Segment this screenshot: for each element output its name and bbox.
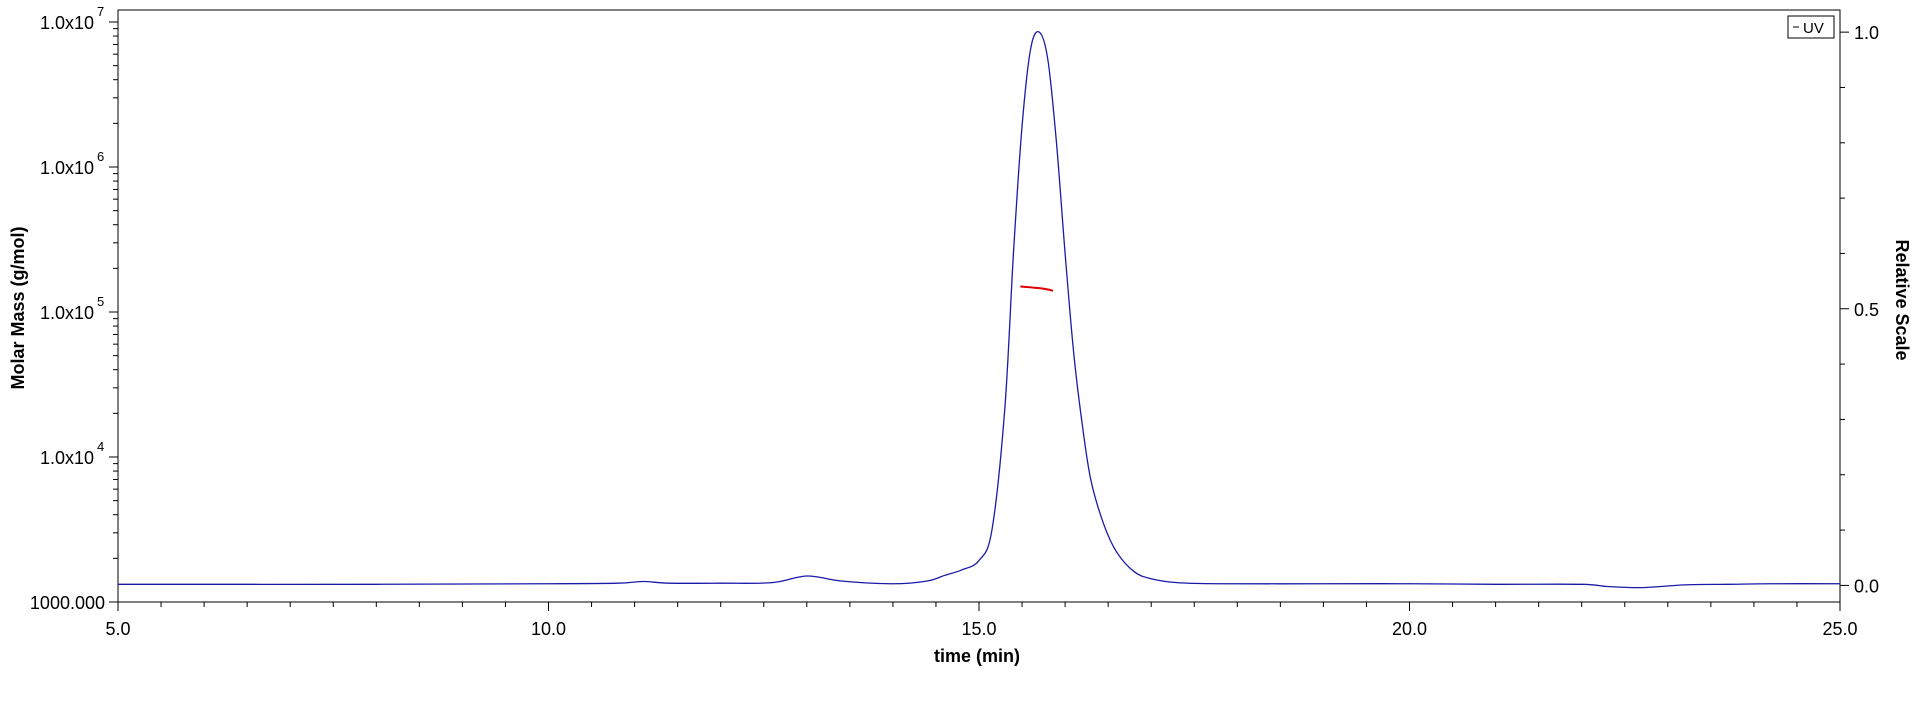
y-left-tick-label: 1000.000: [30, 593, 105, 613]
y-left-tick-exponent: 4: [97, 439, 104, 454]
series-uv-line: [117, 31, 1841, 589]
legend-box: [1787, 15, 1835, 39]
y-right-axis-title: Relative Scale: [1892, 239, 1912, 360]
y-right-tick-label: 0.0: [1854, 576, 1879, 596]
x-tick-label: 25.0: [1822, 619, 1857, 639]
y-left-tick-exponent: 5: [97, 294, 104, 309]
series-molar-mass-line: [1020, 285, 1054, 292]
y-left-tick-label: 1.0x10: [40, 303, 94, 323]
y-left-axis-title: Molar Mass (g/mol): [8, 226, 28, 389]
x-tick-label: 20.0: [1392, 619, 1427, 639]
y-left-tick-exponent: 6: [97, 149, 104, 164]
y-right-tick-label: 1.0: [1854, 23, 1879, 43]
y-left-tick-exponent: 7: [97, 4, 104, 19]
x-axis-title: time (min): [934, 646, 1020, 666]
x-tick-label: 5.0: [105, 619, 130, 639]
x-tick-label: 15.0: [961, 619, 996, 639]
y-left-tick-label: 1.0x10: [40, 448, 94, 468]
x-tick-label: 10.0: [531, 619, 566, 639]
legend-label-uv: UV: [1803, 20, 1824, 37]
y-right-tick-label: 0.5: [1854, 300, 1879, 320]
y-left-tick-label: 1.0x10: [40, 158, 94, 178]
plot-frame: [117, 9, 1841, 603]
y-left-tick-label: 1.0x10: [40, 13, 94, 33]
